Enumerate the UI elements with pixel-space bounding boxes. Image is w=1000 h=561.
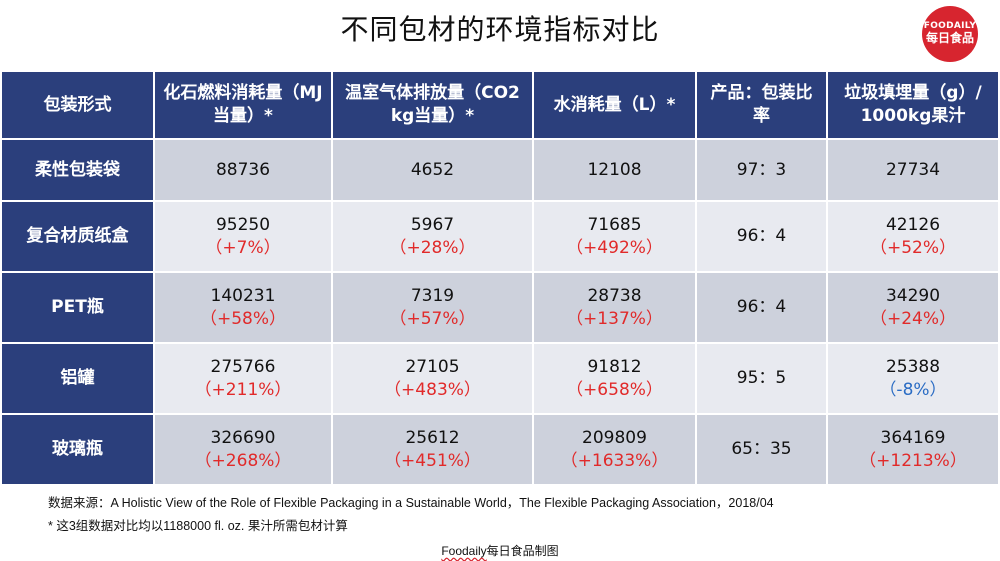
landfill-cell: 34290 （+24%） bbox=[826, 271, 1000, 344]
landfill-cell: 27734 bbox=[826, 138, 1000, 202]
header-fossil-fuel: 化石燃料消耗量（MJ当量）* bbox=[153, 70, 333, 140]
source-note: 数据来源：A Holistic View of the Role of Flex… bbox=[48, 496, 774, 510]
page-title: 不同包材的环境指标对比 bbox=[340, 13, 660, 46]
row-label: 柔性包装袋 bbox=[0, 138, 155, 202]
logo-text-en: FOODAILY bbox=[923, 21, 977, 32]
fossil-cell: 140231 （+58%） bbox=[153, 271, 333, 344]
fossil-value: 88736 bbox=[215, 159, 271, 180]
footnote: * 这3组数据对比均以1188000 fl. oz. 果汁所需包材计算 bbox=[48, 519, 348, 533]
ghg-pct: （+28%） bbox=[389, 237, 476, 258]
ghg-value: 27105 bbox=[405, 356, 460, 377]
ratio-cell: 97：3 bbox=[695, 138, 828, 202]
fossil-pct: （+58%） bbox=[199, 308, 287, 329]
fossil-pct: （+7%） bbox=[205, 237, 281, 258]
row-label: 铝罐 bbox=[0, 342, 155, 415]
ghg-cell: 4652 bbox=[331, 138, 534, 202]
comparison-table: 包装形式 化石燃料消耗量（MJ当量）* 温室气体排放量（CO2 kg当量）* 水… bbox=[0, 70, 1000, 486]
water-pct: （+492%） bbox=[566, 237, 663, 258]
row-label: PET瓶 bbox=[0, 271, 155, 344]
landfill-cell: 42126 （+52%） bbox=[826, 200, 1000, 273]
landfill-value: 34290 bbox=[885, 285, 941, 306]
header-packaging-type: 包装形式 bbox=[0, 70, 155, 140]
water-value: 28738 bbox=[587, 285, 642, 306]
landfill-pct: （+24%） bbox=[869, 308, 957, 329]
water-value: 12108 bbox=[587, 159, 642, 180]
ghg-value: 4652 bbox=[410, 159, 455, 180]
ghg-value: 7319 bbox=[410, 285, 455, 306]
header-water: 水消耗量（L）* bbox=[532, 70, 697, 140]
table-row: 玻璃瓶 326690 （+268%） 25612 （+451%） 209809 （+1… bbox=[0, 413, 1000, 486]
water-cell: 71685 （+492%） bbox=[532, 200, 697, 273]
ghg-cell: 27105 （+483%） bbox=[331, 342, 534, 415]
fossil-cell: 326690 （+268%） bbox=[153, 413, 333, 486]
ghg-cell: 5967 （+28%） bbox=[331, 200, 534, 273]
credit-brand: Foodaily bbox=[441, 544, 487, 558]
fossil-pct: （+211%） bbox=[194, 379, 292, 400]
ghg-pct: （+57%） bbox=[389, 308, 476, 329]
fossil-cell: 95250 （+7%） bbox=[153, 200, 333, 273]
header-ghg: 温室气体排放量（CO2 kg当量）* bbox=[331, 70, 534, 140]
water-pct: （+658%） bbox=[566, 379, 663, 400]
landfill-cell: 364169 （+1213%） bbox=[826, 413, 1000, 486]
table-row: 复合材质纸盒 95250 （+7%） 5967 （+28%） 71685 （+492%… bbox=[0, 200, 1000, 273]
foodaily-logo: FOODAILY 每日食品 bbox=[922, 6, 978, 62]
fossil-value: 95250 bbox=[215, 214, 271, 235]
landfill-cell: 25388 （-8%） bbox=[826, 342, 1000, 415]
water-value: 209809 bbox=[582, 427, 647, 448]
landfill-value: 42126 bbox=[885, 214, 941, 235]
table-row: 柔性包装袋 88736 4652 12108 97：3 27734 bbox=[0, 138, 1000, 202]
landfill-pct: （+1213%） bbox=[859, 450, 967, 471]
fossil-value: 326690 bbox=[210, 427, 276, 448]
ghg-value: 25612 bbox=[405, 427, 460, 448]
landfill-value: 364169 bbox=[880, 427, 946, 448]
landfill-value: 27734 bbox=[885, 159, 941, 180]
row-label: 复合材质纸盒 bbox=[0, 200, 155, 273]
credit-text: 每日食品制图 bbox=[486, 544, 559, 558]
fossil-pct: （+268%） bbox=[194, 450, 292, 471]
landfill-pct: （+52%） bbox=[869, 237, 957, 258]
ratio-cell: 96：4 bbox=[695, 271, 828, 344]
fossil-cell: 275766 （+211%） bbox=[153, 342, 333, 415]
water-value: 71685 bbox=[587, 214, 642, 235]
header-ratio: 产品：包装比率 bbox=[695, 70, 828, 140]
ghg-cell: 7319 （+57%） bbox=[331, 271, 534, 344]
ratio-cell: 65：35 bbox=[695, 413, 828, 486]
table-header-row: 包装形式 化石燃料消耗量（MJ当量）* 温室气体排放量（CO2 kg当量）* 水… bbox=[0, 70, 1000, 140]
water-pct: （+137%） bbox=[566, 308, 663, 329]
water-cell: 28738 （+137%） bbox=[532, 271, 697, 344]
water-value: 91812 bbox=[587, 356, 642, 377]
ratio-cell: 96：4 bbox=[695, 200, 828, 273]
water-cell: 209809 （+1633%） bbox=[532, 413, 697, 486]
water-pct: （+1633%） bbox=[560, 450, 669, 471]
landfill-value: 25388 bbox=[885, 356, 941, 377]
row-label: 玻璃瓶 bbox=[0, 413, 155, 486]
logo-text-cn: 每日食品 bbox=[925, 31, 974, 46]
ghg-pct: （+451%） bbox=[384, 450, 481, 471]
header-landfill: 垃圾填埋量（g）/ 1000kg果汁 bbox=[826, 70, 1000, 140]
fossil-value: 275766 bbox=[210, 356, 276, 377]
water-cell: 12108 bbox=[532, 138, 697, 202]
table-row: PET瓶 140231 （+58%） 7319 （+57%） 28738 （+137%… bbox=[0, 271, 1000, 344]
ghg-pct: （+483%） bbox=[384, 379, 481, 400]
fossil-value: 140231 bbox=[210, 285, 276, 306]
water-cell: 91812 （+658%） bbox=[532, 342, 697, 415]
ratio-cell: 95：5 bbox=[695, 342, 828, 415]
table-row: 铝罐 275766 （+211%） 27105 （+483%） 91812 （+658… bbox=[0, 342, 1000, 415]
fossil-cell: 88736 bbox=[153, 138, 333, 202]
landfill-pct: （-8%） bbox=[879, 379, 947, 400]
credit-line: Foodaily每日食品制图 bbox=[0, 542, 1000, 559]
ghg-cell: 25612 （+451%） bbox=[331, 413, 534, 486]
ghg-value: 5967 bbox=[410, 214, 455, 235]
